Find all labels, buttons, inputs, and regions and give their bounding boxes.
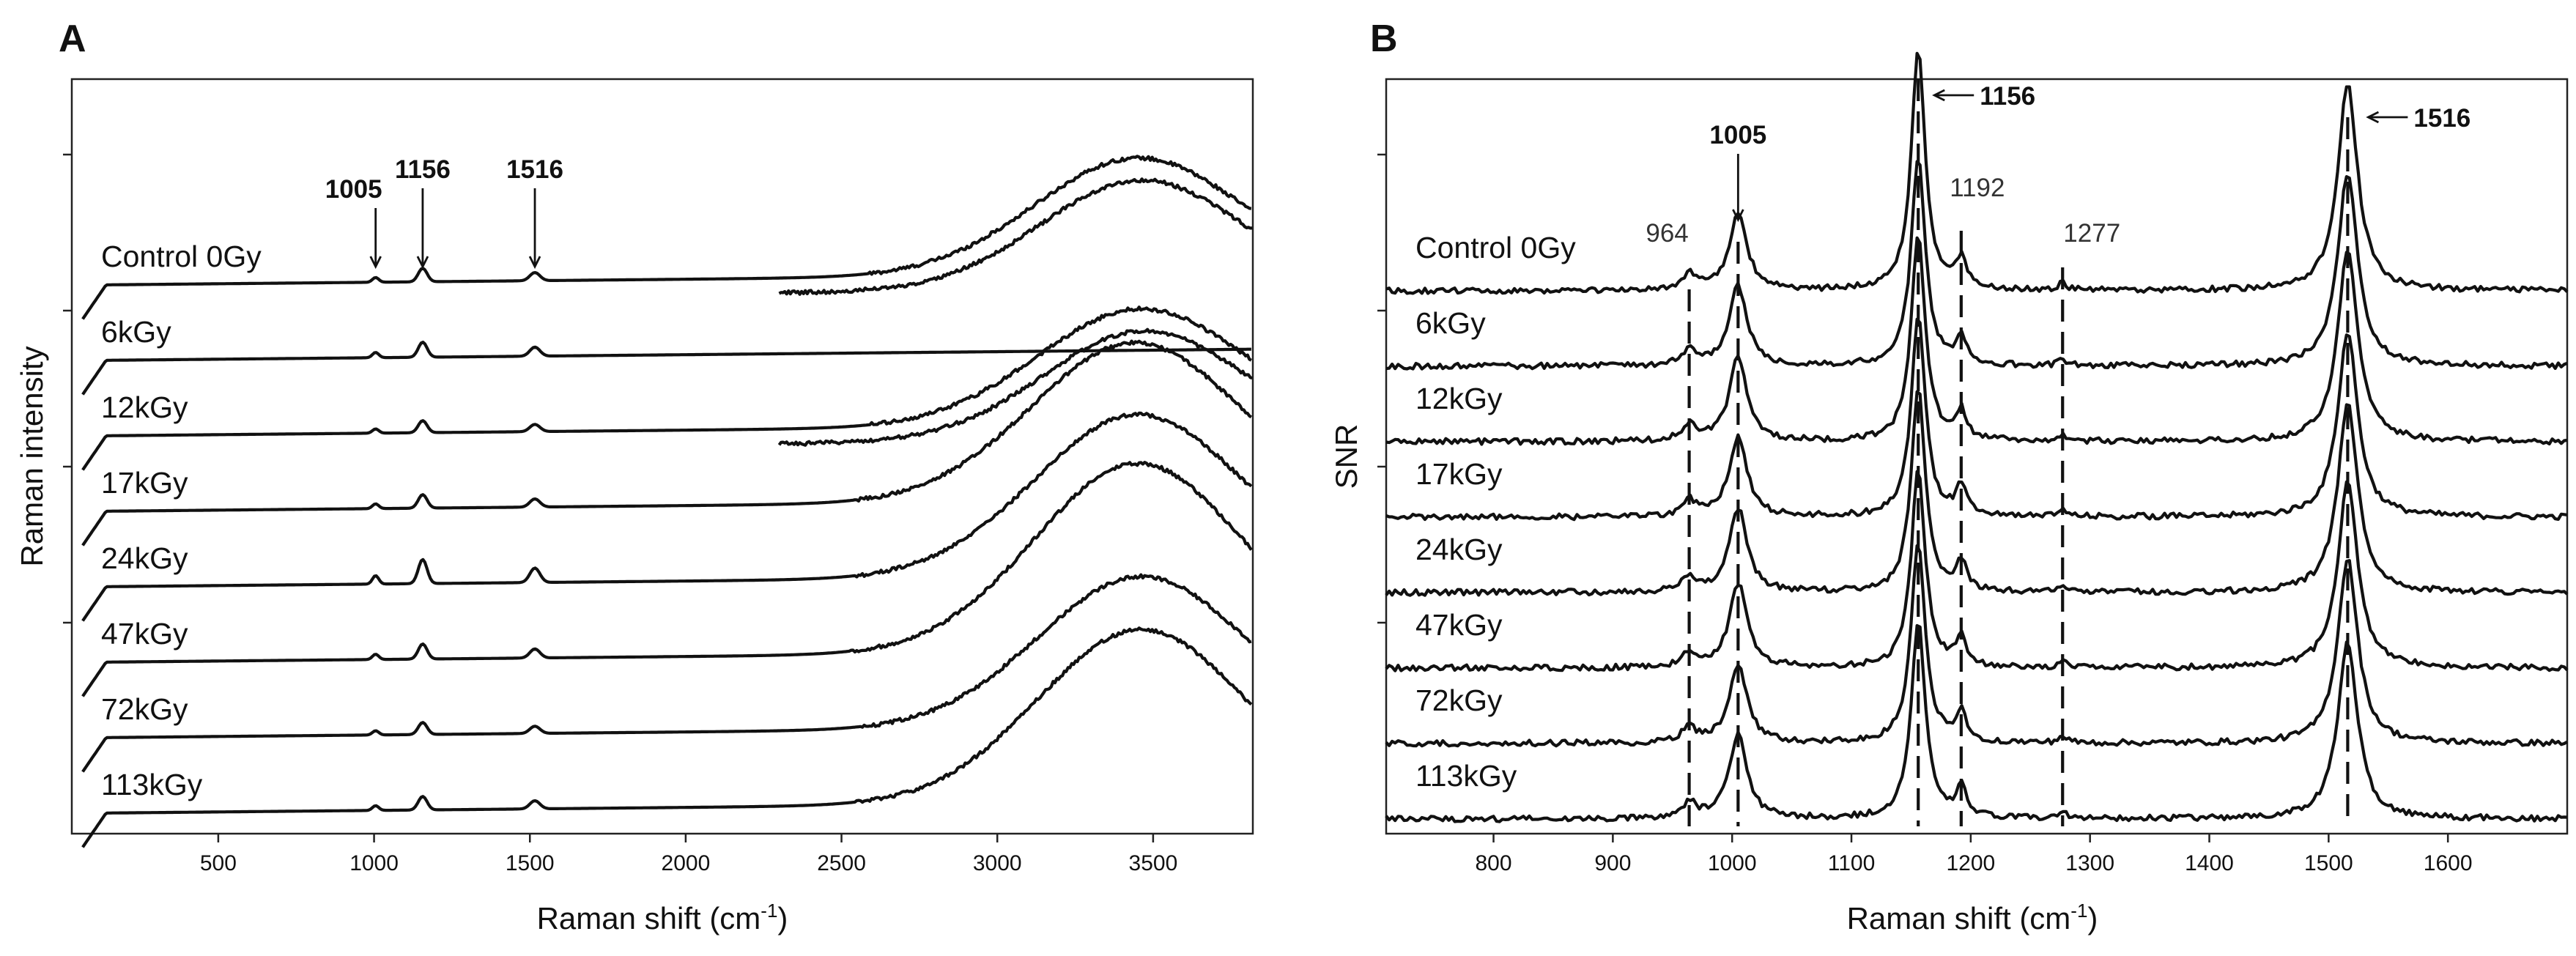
panel-b-series-label: 113kGy [1415,759,1517,793]
panel-a-x-tick-label: 3500 [1129,851,1178,875]
panel-b-spectrum-line [1385,544,2569,748]
panel-a-spectrum-line [81,460,1253,697]
panel-b-peak-label: 964 [1646,219,1688,248]
panel-b-x-tick-label: 1000 [1708,851,1757,875]
panel-b-x-tick-label: 1100 [1828,851,1876,875]
panel-a-x-tick-label: 2500 [817,851,866,875]
panel-a-series-label: 12kGy [101,390,188,424]
panel-a-x-axis-title: Raman shift (cm-1) [537,900,788,935]
panel-a-peak-annotations: 1005 1156 1516 [325,155,563,270]
panel-b-x-ticks: 800 900 1000 1100 1200 1300 1400 1500 1600 [1476,834,2473,875]
panel-b-y-axis-title: SNR [1329,424,1363,489]
panel-a-x-tick-label: 1000 [349,851,399,875]
panel-b-spectrum-line [1385,160,2568,371]
panel-a-peak-label: 1516 [506,155,563,184]
panel-a-series-label: 24kGy [101,541,188,575]
panel-a-spectrum-line [81,626,1253,848]
panel-b-x-tick-label: 900 [1594,851,1631,875]
panel-b-peak-label: 1192 [1950,174,2005,202]
panel-a-spectrum-line-overlap [777,327,1253,447]
panel-b-peak-label: 1005 [1709,121,1766,149]
panel-b-series-label: Control 0Gy [1415,231,1576,264]
panel-a-spectrum-line [81,341,1251,396]
panel-b-peak-annotations: 964 1005 1156 1192 1277 1516 [1646,82,2470,248]
panel-a-plot-frame [70,78,1254,835]
panel-a-peak-label: 1156 [395,155,451,184]
panel-a-spectra [81,155,1253,848]
panel-a-peak-label: 1005 [325,175,382,204]
panel-b-x-tick-label: 1200 [1946,851,1995,875]
panel-a-x-tick-label: 1500 [506,851,555,875]
panel-b-letter: B [1370,18,1398,60]
panel-b-peak-arrowhead [1932,89,1945,102]
panel-b-x-axis-title: Raman shift (cm-1) [1847,900,2098,935]
panel-a-series-label: 6kGy [101,315,171,349]
panel-a-x-tick-label: 500 [200,851,237,875]
panel-a-y-ticks [63,153,72,624]
panel-b-spectrum-line [1385,390,2569,597]
panel-a-series-labels: Control 0Gy 6kGy 12kGy 17kGy 24kGy 47kGy 72kGy… [101,240,262,801]
panel-b-x-tick-label: 1400 [2185,851,2234,875]
panel-a-x-tick-label: 3000 [973,851,1022,875]
panel-b-series-label: 17kGy [1415,457,1503,491]
panel-b-spectrum-line [1385,317,2568,522]
panel-b-x-tick-label: 800 [1476,851,1512,875]
panel-a-series-label: 113kGy [101,768,203,801]
panel-a-series-label: 17kGy [101,466,188,500]
panel-b-x-tick-label: 1600 [2424,851,2473,875]
panel-b-dashed-peak-lines [1687,79,2350,826]
panel-b-spectrum-line [1385,51,2569,295]
panel-b-peak-arrowhead [1732,209,1744,223]
panel-a-letter: A [59,18,86,60]
panel-b-series-label: 6kGy [1415,306,1486,340]
panel-b-series-label: 72kGy [1415,683,1503,717]
panel-b: B 800 900 1000 1100 1200 1300 1400 1500 1600 Con… [1329,18,2569,935]
panel-a-spectrum-line [81,573,1252,773]
panel-a-y-axis-title: Raman intensity [15,346,49,566]
panel-b-series-labels: Control 0Gy 6kGy 12kGy 17kGy 24kGy 47kGy 72kGy… [1415,231,1576,793]
panel-a-series-label: 47kGy [101,617,188,651]
panel-a-x-ticks: 500 1000 1500 2000 2500 3000 3500 [200,834,1177,875]
panel-a-x-tick-label: 2000 [662,851,711,875]
panel-a-series-label: 72kGy [101,692,188,726]
panel-b-plot-frame [1385,78,2569,835]
panel-a-spectrum-line [81,155,1252,320]
panel-b-y-ticks [1377,153,1386,624]
panel-b-series-label: 24kGy [1415,533,1503,566]
panel-a-series-label: Control 0Gy [101,240,262,273]
panel-b-x-tick-label: 1300 [2065,851,2114,875]
panel-a-peak-arrowhead [369,256,382,270]
panel-b-spectrum-line [1385,236,2568,446]
panel-a-spectrum-line [81,339,1253,546]
panel-b-spectra [1385,51,2569,823]
panel-b-peak-label: 1156 [1980,82,2035,111]
panel-b-series-label: 47kGy [1415,608,1503,642]
panel-b-x-tick-label: 1500 [2304,851,2353,875]
panel-a-peak-arrowhead [416,256,429,270]
panel-b-series-label: 12kGy [1415,382,1503,415]
panel-a-spectrum-line [81,305,1252,471]
panel-a-spectrum-line [81,411,1253,622]
panel-b-spectrum-line [1385,623,2568,823]
panel-a: A 500 1000 1500 2000 2500 3000 3500 Control 0G… [15,18,1254,935]
panel-b-peak-label: 1516 [2413,104,2470,133]
panel-b-peak-label: 1277 [2063,219,2120,248]
panel-b-spectrum-line [1385,470,2569,672]
panel-b-peak-arrowhead [2366,111,2380,124]
panel-a-peak-arrowhead [528,256,541,270]
panel-a-spectrum-line-overlap [778,177,1253,296]
